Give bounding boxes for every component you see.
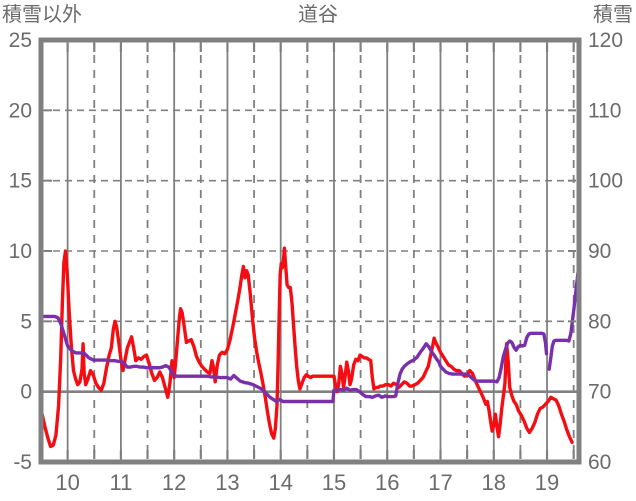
y-axis-tick-label: 25 xyxy=(9,29,32,52)
chart-title: 道谷 xyxy=(298,4,338,26)
x-axis-tick-label: 18 xyxy=(482,470,506,495)
y2-axis-tick-label: 110 xyxy=(588,99,621,122)
y2-axis-tick-label: 120 xyxy=(588,29,623,52)
y-axis-tick-label: 0 xyxy=(20,381,32,404)
x-axis-tick-label: 13 xyxy=(215,470,239,495)
x-axis-tick-label: 10 xyxy=(55,470,79,495)
y2-axis-tick-label: 90 xyxy=(588,240,611,263)
series-line-non-snow xyxy=(40,246,574,449)
y2-axis-tick-label: 100 xyxy=(588,170,623,193)
plot-mask-right xyxy=(581,0,636,501)
y-axis-tick-label: 10 xyxy=(9,240,32,263)
y-axis-tick-label: -5 xyxy=(13,451,32,474)
plot-mask-bottom xyxy=(0,465,636,501)
x-axis-tick-label: 15 xyxy=(322,470,346,495)
plot-frame xyxy=(38,37,582,465)
x-axis-tick-label: 16 xyxy=(375,470,399,495)
x-axis-tick-label: 19 xyxy=(535,470,559,495)
right-axis-title: 積雪 xyxy=(593,4,633,26)
y2-axis-tick-label: 80 xyxy=(588,310,611,333)
plot-mask-left xyxy=(0,0,39,501)
x-axis-tick-label: 12 xyxy=(162,470,186,495)
y-axis-tick-label: 20 xyxy=(9,99,32,122)
y-axis-tick-label: 5 xyxy=(20,310,32,333)
left-axis-title: 積雪以外 xyxy=(2,4,82,26)
y-axis-tick-label: 15 xyxy=(9,170,32,193)
x-axis-tick-label: 14 xyxy=(268,470,292,495)
plot-mask-top xyxy=(0,0,636,38)
y2-axis-tick-label: 60 xyxy=(588,451,611,474)
x-axis-tick-label: 17 xyxy=(428,470,452,495)
series-line-snow xyxy=(40,314,549,404)
y2-axis-tick-label: 70 xyxy=(588,381,611,404)
x-axis-tick-label: 11 xyxy=(109,470,132,495)
